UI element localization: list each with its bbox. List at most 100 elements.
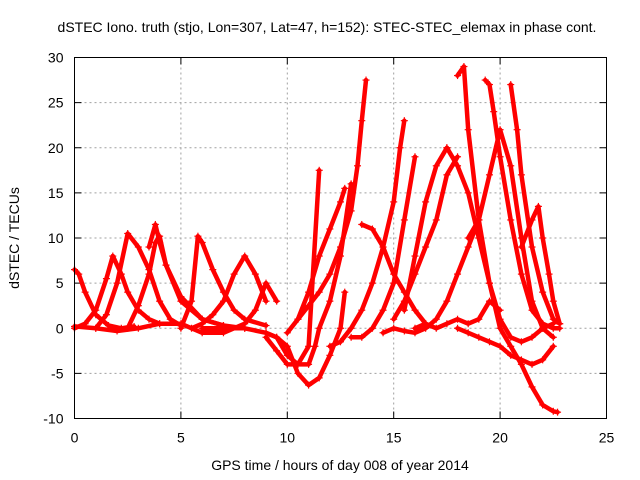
series-arc06 <box>177 232 270 332</box>
data-point <box>347 207 355 215</box>
data-point <box>262 322 270 330</box>
data-point <box>311 342 319 350</box>
data-point <box>273 333 281 341</box>
data-point <box>315 166 323 174</box>
y-tick-label: 0 <box>56 320 64 336</box>
data-point <box>432 162 440 170</box>
data-point <box>400 216 408 224</box>
data-point <box>528 360 536 368</box>
x-tick-label: 20 <box>492 430 508 446</box>
data-point <box>443 297 451 305</box>
data-point <box>337 243 344 251</box>
data-point <box>528 383 536 391</box>
data-point <box>198 239 206 247</box>
data-point <box>347 324 355 332</box>
data-point <box>156 320 164 328</box>
data-point <box>354 162 362 170</box>
data-point <box>464 320 472 328</box>
data-point <box>549 407 557 415</box>
data-point <box>379 306 387 314</box>
series-line <box>146 222 247 331</box>
data-point <box>443 320 451 328</box>
x-tick-label: 0 <box>71 430 79 446</box>
data-point <box>400 327 408 335</box>
plot-frame <box>74 57 607 419</box>
data-point <box>219 297 227 305</box>
data-point <box>368 324 376 332</box>
data-point <box>294 369 302 377</box>
data-point <box>464 234 472 242</box>
data-point <box>490 108 498 116</box>
data-point <box>283 360 291 368</box>
data-point <box>326 225 334 233</box>
series-line <box>72 280 279 336</box>
data-point <box>151 220 159 228</box>
data-point <box>528 243 536 251</box>
data-point <box>528 306 536 314</box>
data-point <box>517 171 525 179</box>
data-point <box>145 243 153 251</box>
series-line <box>455 326 556 367</box>
data-point <box>326 270 334 278</box>
data-point <box>400 306 408 314</box>
data-point <box>305 381 313 389</box>
series-line <box>455 64 560 415</box>
y-tick-label: 10 <box>48 230 64 246</box>
data-point <box>358 220 366 228</box>
series-arc26 <box>517 202 564 328</box>
data-point <box>454 270 462 278</box>
data-point <box>337 324 344 332</box>
data-point <box>534 202 542 210</box>
data-point <box>475 333 483 341</box>
data-point <box>475 216 483 224</box>
data-point <box>368 279 376 287</box>
data-point <box>517 243 525 251</box>
data-point <box>109 252 117 260</box>
data-point <box>454 153 462 161</box>
data-point <box>556 320 564 328</box>
data-series <box>71 63 564 416</box>
data-point <box>411 306 419 314</box>
series-line <box>189 253 269 331</box>
data-point <box>539 320 547 328</box>
data-point <box>411 153 419 161</box>
data-point <box>251 270 259 278</box>
data-point <box>156 239 164 247</box>
data-point <box>305 342 313 350</box>
data-point <box>517 356 525 364</box>
series-arc13 <box>294 76 370 323</box>
data-point <box>145 315 153 323</box>
data-point <box>485 81 493 89</box>
data-point <box>485 279 493 287</box>
data-point <box>454 315 462 323</box>
data-point <box>517 270 525 278</box>
data-point <box>496 342 504 350</box>
data-point <box>539 234 547 242</box>
data-point <box>362 76 370 84</box>
y-tick-label: 20 <box>48 140 64 156</box>
data-point <box>198 324 206 332</box>
data-point <box>230 306 238 314</box>
x-tick-label: 10 <box>280 430 296 446</box>
data-point <box>75 270 83 278</box>
data-point <box>326 351 334 359</box>
data-point <box>485 338 493 346</box>
y-tick-label: -5 <box>51 365 64 381</box>
data-point <box>315 288 323 296</box>
data-point <box>209 311 217 319</box>
data-point <box>162 261 170 269</box>
data-point <box>262 297 270 305</box>
data-point <box>432 324 440 332</box>
data-point <box>358 333 366 341</box>
data-point <box>283 329 291 337</box>
data-point <box>124 288 132 296</box>
data-point <box>368 225 376 233</box>
data-point <box>400 117 408 125</box>
data-point <box>379 329 387 337</box>
data-point <box>464 329 472 337</box>
data-point <box>315 324 323 332</box>
data-point <box>460 63 468 71</box>
data-point <box>464 189 472 197</box>
data-point <box>539 356 547 364</box>
series-line <box>72 253 162 331</box>
